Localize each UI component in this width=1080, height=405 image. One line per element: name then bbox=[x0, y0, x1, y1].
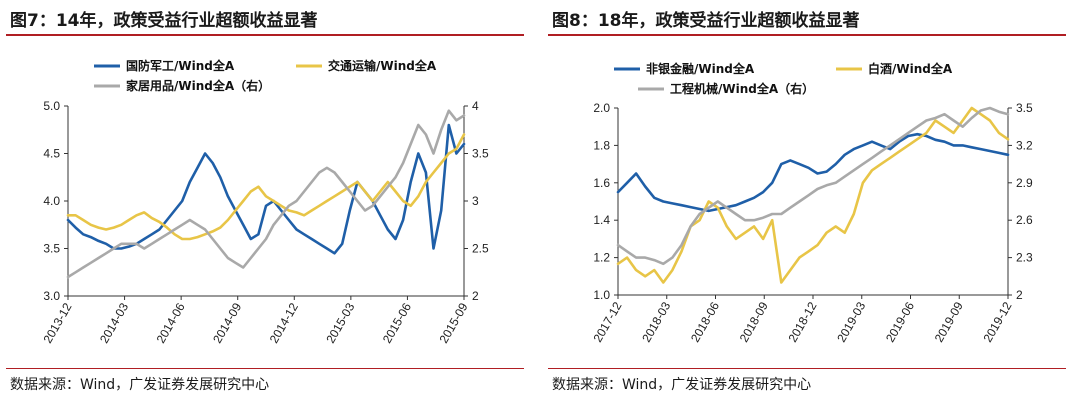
legend-label: 国防军工/Wind全A bbox=[126, 58, 235, 73]
chart-title: 图7：14年，政策受益行业超额收益显著 bbox=[10, 11, 318, 31]
x-tick-label: 2019-09 bbox=[932, 299, 966, 344]
source-divider bbox=[6, 368, 524, 369]
left-tick-label: 5.0 bbox=[43, 99, 60, 113]
right-tick-label: 2.9 bbox=[1016, 176, 1033, 190]
source-note: 数据来源：Wind，广发证券发展研究中心 bbox=[552, 377, 812, 393]
x-tick-label: 2018-06 bbox=[688, 299, 722, 344]
series-line-1 bbox=[66, 123, 466, 255]
legend-label: 非银金融/Wind全A bbox=[646, 61, 755, 76]
legend-label: 工程机械/Wind全A（右） bbox=[670, 81, 814, 96]
source-divider bbox=[548, 368, 1066, 369]
chart-panel-left: 图7：14年，政策受益行业超额收益显著 3.0 3.5 4.0 4.5 5.0 2 2.5 3… bbox=[6, 0, 524, 405]
source-note: 数据来源：Wind，广发证券发展研究中心 bbox=[10, 377, 270, 393]
line-chart: 3.0 3.5 4.0 4.5 5.0 2 2.5 3 3.5 4 2013-12 2014-03 20… bbox=[40, 58, 489, 346]
x-tick-label: 2017-12 bbox=[590, 299, 624, 344]
right-tick-label: 4 bbox=[472, 99, 479, 113]
x-tick-label: 2018-12 bbox=[785, 299, 819, 344]
title-divider bbox=[548, 34, 1066, 36]
right-tick-label: 3.2 bbox=[1016, 138, 1033, 152]
left-tick-label: 3.5 bbox=[43, 242, 60, 256]
legend-label: 家居用品/Wind全A（右） bbox=[126, 78, 270, 93]
right-tick-label: 2.3 bbox=[1016, 251, 1033, 265]
line-chart: 1.0 1.2 1.4 1.6 1.8 2.0 2 2.3 2.6 2.9 3.2 3.5 2017-1… bbox=[590, 61, 1033, 345]
legend-label: 白酒/Wind全A bbox=[868, 61, 953, 76]
left-tick-label: 1.4 bbox=[593, 213, 610, 227]
series-line-2 bbox=[616, 106, 1010, 284]
left-tick-label: 4.5 bbox=[43, 147, 60, 161]
right-tick-label: 3.5 bbox=[1016, 101, 1033, 115]
x-tick-label: 2019-06 bbox=[883, 299, 917, 344]
x-tick-label: 2014-03 bbox=[97, 300, 131, 345]
series-line-1 bbox=[616, 132, 1010, 213]
legend-label: 交通运输/Wind全A bbox=[328, 58, 437, 73]
left-tick-label: 2.0 bbox=[593, 101, 610, 115]
right-tick-label: 3 bbox=[472, 194, 479, 208]
x-tick-label: 2014-12 bbox=[267, 300, 301, 345]
x-tick-label: 2015-09 bbox=[436, 300, 470, 345]
x-tick-label: 2015-06 bbox=[380, 300, 414, 345]
left-tick-label: 4.0 bbox=[43, 194, 60, 208]
series-line-2 bbox=[66, 133, 466, 241]
x-tick-label: 2015-03 bbox=[323, 300, 357, 345]
x-tick-label: 2018-09 bbox=[737, 299, 771, 344]
right-tick-label: 2.6 bbox=[1016, 213, 1033, 227]
x-tick-label: 2019-12 bbox=[980, 299, 1014, 344]
chart-title: 图8：18年，政策受益行业超额收益显著 bbox=[552, 11, 860, 31]
x-tick-label: 2018-03 bbox=[639, 299, 673, 344]
right-tick-label: 2 bbox=[472, 289, 479, 303]
x-tick-label: 2013-12 bbox=[40, 300, 74, 345]
left-tick-label: 1.2 bbox=[593, 251, 610, 265]
left-tick-label: 1.8 bbox=[593, 138, 610, 152]
x-tick-label: 2014-06 bbox=[154, 300, 188, 345]
title-divider bbox=[6, 34, 524, 36]
series-line-3 bbox=[616, 106, 1010, 266]
right-tick-label: 2 bbox=[1016, 288, 1023, 302]
left-tick-label: 1.0 bbox=[593, 288, 610, 302]
left-tick-label: 3.0 bbox=[43, 289, 60, 303]
right-tick-label: 2.5 bbox=[472, 242, 489, 256]
right-tick-label: 3.5 bbox=[472, 147, 489, 161]
left-tick-label: 1.6 bbox=[593, 176, 610, 190]
chart-panel-right: 图8：18年，政策受益行业超额收益显著 1.0 1.2 1.4 1.6 1.8 2.0 2 2… bbox=[548, 0, 1066, 405]
x-tick-label: 2019-03 bbox=[834, 299, 868, 344]
x-tick-label: 2014-09 bbox=[210, 300, 244, 345]
series-line-3 bbox=[66, 109, 466, 279]
